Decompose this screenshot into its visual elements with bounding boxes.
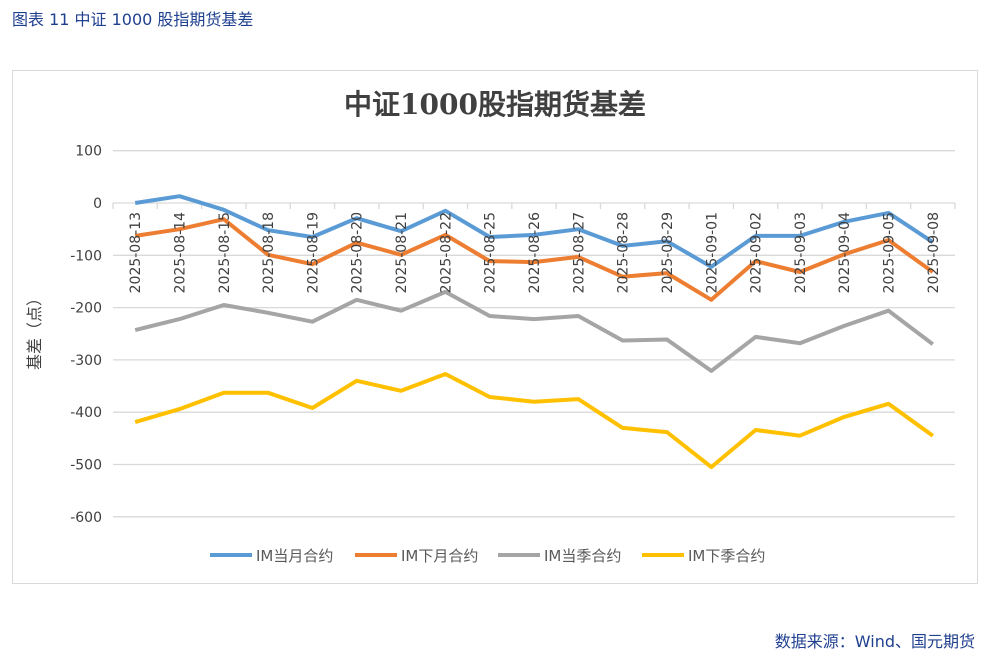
x-tick-label: 2025-09-04 bbox=[837, 212, 853, 293]
legend-label: IM下季合约 bbox=[688, 547, 765, 565]
legend-label: IM当月合约 bbox=[256, 547, 333, 565]
x-tick-label: 2025-08-15 bbox=[217, 212, 233, 293]
y-tick-label: -100 bbox=[70, 248, 102, 264]
x-tick-label: 2025-08-28 bbox=[616, 212, 632, 293]
x-tick-label: 2025-09-01 bbox=[704, 212, 720, 293]
y-tick-label: -400 bbox=[70, 405, 102, 421]
data-source: 数据来源：Wind、国元期货 bbox=[774, 632, 975, 651]
y-tick-label: -300 bbox=[70, 353, 102, 369]
series-line-3 bbox=[134, 372, 934, 470]
x-tick-label: 2025-09-03 bbox=[793, 212, 809, 293]
x-tick-label: 2025-08-26 bbox=[527, 212, 543, 293]
y-tick-label: -600 bbox=[70, 510, 102, 526]
x-tick-label: 2025-08-13 bbox=[128, 212, 144, 293]
legend-label: IM下月合约 bbox=[401, 547, 478, 565]
x-tick-label: 2025-09-08 bbox=[926, 212, 942, 293]
series-line-2 bbox=[134, 289, 935, 373]
x-tick-label: 2025-09-02 bbox=[749, 212, 765, 293]
y-tick-label: 0 bbox=[93, 196, 102, 212]
chart-frame bbox=[12, 70, 978, 584]
x-tick-label: 2025-08-14 bbox=[172, 212, 188, 293]
figure-caption: 图表 11 中证 1000 股指期货基差 bbox=[12, 10, 254, 29]
x-tick-label: 2025-08-18 bbox=[261, 212, 277, 293]
chart-title: 中证1000股指期货基差 bbox=[344, 88, 646, 121]
y-axis-label: 基差（点） bbox=[25, 290, 44, 370]
x-tick-label: 2025-08-29 bbox=[660, 212, 676, 293]
legend-label: IM当季合约 bbox=[544, 547, 621, 565]
y-tick-label: -200 bbox=[70, 301, 102, 317]
x-tick-label: 2025-08-22 bbox=[438, 212, 454, 293]
x-tick-label: 2025-08-20 bbox=[350, 212, 366, 293]
y-tick-label: -500 bbox=[70, 458, 102, 474]
x-tick-label: 2025-08-25 bbox=[483, 212, 499, 293]
x-tick-label: 2025-08-19 bbox=[305, 212, 321, 293]
x-tick-label: 2025-08-27 bbox=[571, 212, 587, 293]
x-tick-label: 2025-09-05 bbox=[882, 212, 898, 293]
y-tick-label: 100 bbox=[75, 144, 102, 160]
x-tick-label: 2025-08-21 bbox=[394, 212, 410, 293]
